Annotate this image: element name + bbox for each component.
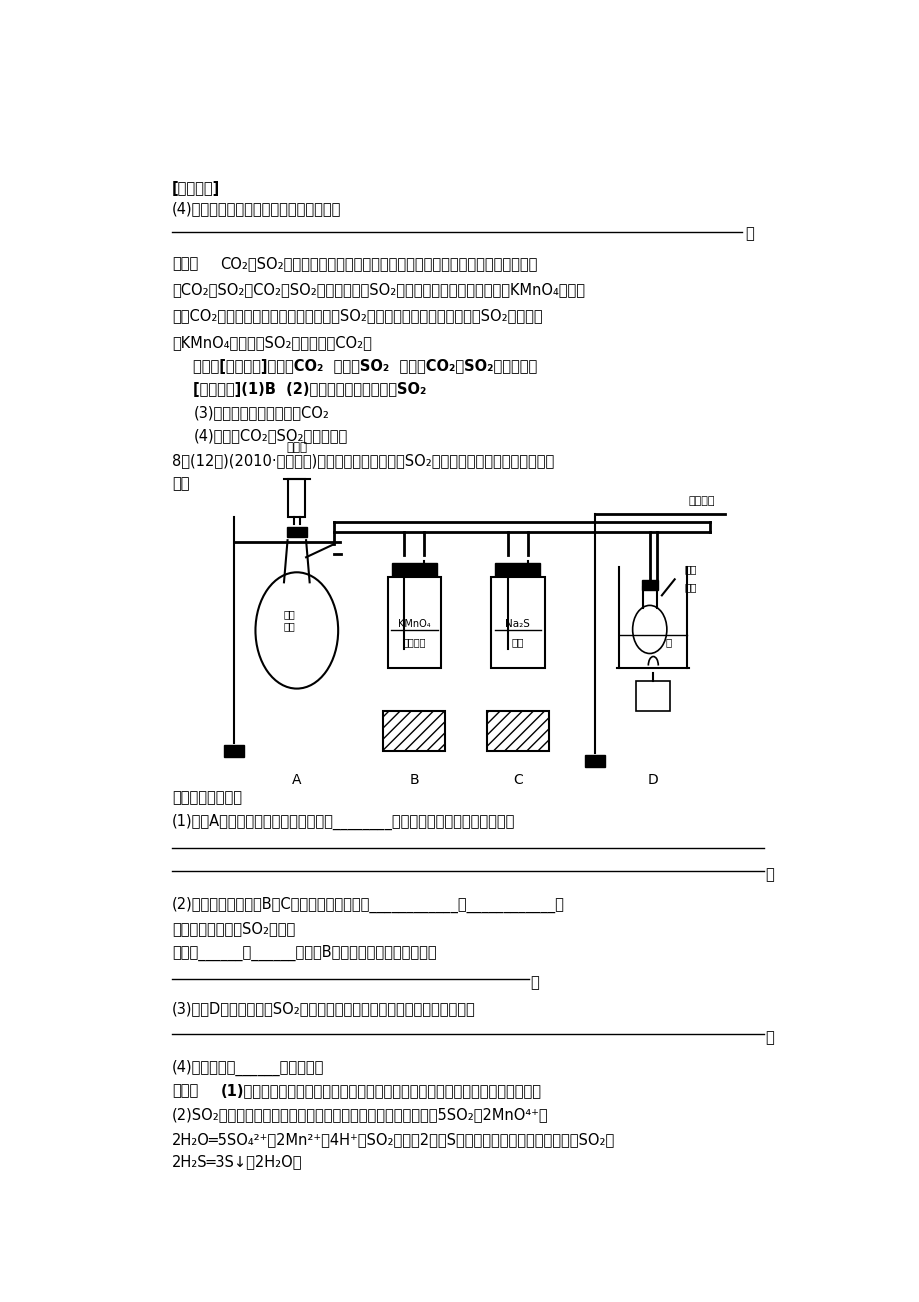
Text: 溶液: 溶液: [511, 638, 524, 647]
Text: 尾气处理: 尾气处理: [687, 496, 714, 506]
Bar: [636, 681, 670, 711]
Bar: [491, 577, 544, 668]
Text: 。: 。: [529, 975, 539, 991]
Text: 8．(12分)(2010·陕西高考)某化学兴趣小组为探究SO₂的性质，按下图所示装置进行实: 8．(12分)(2010·陕西高考)某化学兴趣小组为探究SO₂的性质，按下图所示…: [172, 453, 553, 467]
Text: KMnO₄: KMnO₄: [398, 620, 430, 629]
Text: (2)实验过程中，装置B、C中发生的现象分别是____________、____________，: (2)实验过程中，装置B、C中发生的现象分别是____________、____…: [172, 897, 564, 913]
Text: 答案：[提出猜想]气体为CO₂  气体为SO₂  气体为CO₂和SO₂的混合气体: 答案：[提出猜想]气体为CO₂ 气体为SO₂ 气体为CO₂和SO₂的混合气体: [193, 359, 537, 374]
Text: 性KMnO₄溶液除去SO₂，最后检验CO₂。: 性KMnO₄溶液除去SO₂，最后检验CO₂。: [172, 335, 371, 350]
Text: A: A: [291, 773, 301, 786]
Text: (4)气体为CO₂和SO₂的混合气体: (4)气体为CO₂和SO₂的混合气体: [193, 428, 347, 443]
Text: 浓硫酸: 浓硫酸: [286, 441, 307, 454]
Text: 亚硫
酸钠: 亚硫 酸钠: [283, 609, 295, 631]
Text: (2)SO₂因有还原性，能使酸性高锰酸钾溶液褪色，离子反应为：5SO₂＋2MnO⁴⁺＋: (2)SO₂因有还原性，能使酸性高锰酸钾溶液褪色，离子反应为：5SO₂＋2MnO…: [172, 1108, 548, 1122]
Text: 性质是______和______；装置B中发生反应的离子方程式为: 性质是______和______；装置B中发生反应的离子方程式为: [172, 945, 437, 961]
Text: (4)由上述现象该小组同学得出的结论为：: (4)由上述现象该小组同学得出的结论为：: [172, 202, 341, 216]
Text: (1)装置A中盛放亚硫酸钠的仪器名称是________，其中发生反应的化学方程式为: (1)装置A中盛放亚硫酸钠的仪器名称是________，其中发生反应的化学方程式…: [172, 814, 515, 831]
Text: 化，CO₂则不能。验证猜想时要注意排除SO₂的干扰，可先用品红溶液检验SO₂，再用酸: 化，CO₂则不能。验证猜想时要注意排除SO₂的干扰，可先用品红溶液检验SO₂，再…: [172, 309, 542, 324]
Text: ；: ；: [765, 867, 773, 881]
Bar: [387, 577, 441, 668]
Text: 验。: 验。: [172, 477, 189, 491]
Text: CO₂和SO₂均能使澄清石灰水变浑浊，气体过量时又变澄清。故可猜想该气体: CO₂和SO₂均能使澄清石灰水变浑浊，气体过量时又变澄清。故可猜想该气体: [221, 256, 538, 272]
Text: (4)尾气可采用______溶液吸收。: (4)尾气可采用______溶液吸收。: [172, 1060, 324, 1075]
Bar: [641, 581, 657, 590]
Text: 解析：: 解析：: [172, 1083, 199, 1099]
Text: (3)装置D的目的是探究SO₂与品红作用的可逆性，请写出实验操作及现象: (3)装置D的目的是探究SO₂与品红作用的可逆性，请写出实验操作及现象: [172, 1001, 475, 1017]
Bar: [224, 745, 244, 756]
Text: (3)检验该气体中是否含有CO₂: (3)检验该气体中是否含有CO₂: [193, 405, 329, 419]
Text: 解析：: 解析：: [172, 256, 199, 272]
Text: 这些现象分别说明SO₂具有的: 这些现象分别说明SO₂具有的: [172, 922, 295, 936]
Bar: [584, 755, 604, 767]
Text: Na₂S: Na₂S: [505, 620, 529, 629]
Bar: [391, 562, 437, 575]
Text: [得出结论]: [得出结论]: [172, 181, 220, 197]
Bar: [383, 711, 445, 751]
Text: 水: 水: [665, 638, 672, 647]
Text: 溶液: 溶液: [684, 582, 696, 592]
Text: 。: 。: [744, 227, 754, 241]
Text: 酸性溶液: 酸性溶液: [403, 638, 425, 647]
Text: 请回答下列问题：: 请回答下列问题：: [172, 790, 242, 805]
Text: 2H₂O═5SO₄²⁺＋2Mn²⁺＋4H⁺。SO₂能与－2价的S反应生成硫沉淀，体现氧化性：SO₂＋: 2H₂O═5SO₄²⁺＋2Mn²⁺＋4H⁺。SO₂能与－2价的S反应生成硫沉淀，…: [172, 1131, 615, 1147]
Bar: [287, 527, 306, 538]
Bar: [288, 479, 305, 517]
Bar: [486, 711, 549, 751]
Text: B: B: [409, 773, 419, 786]
Text: [实验探究](1)B  (2)检验该气体中是否含有SO₂: [实验探究](1)B (2)检验该气体中是否含有SO₂: [193, 381, 426, 397]
Text: 为CO₂、SO₂或CO₂和SO₂的混合气体。SO₂能使品红溶液褪色，能被酸性KMnO₄溶液氧: 为CO₂、SO₂或CO₂和SO₂的混合气体。SO₂能使品红溶液褪色，能被酸性KM…: [172, 283, 584, 298]
Text: 品红: 品红: [684, 564, 696, 574]
Text: C: C: [513, 773, 522, 786]
Text: (1)常见烧瓶有：圆底烧瓶、平底烧瓶和蒸馏烧瓶，图示中带支管的为蒸馏烧瓶。: (1)常见烧瓶有：圆底烧瓶、平底烧瓶和蒸馏烧瓶，图示中带支管的为蒸馏烧瓶。: [221, 1083, 541, 1099]
Bar: [494, 562, 539, 575]
Text: 2H₂S═3S↓＋2H₂O。: 2H₂S═3S↓＋2H₂O。: [172, 1154, 302, 1169]
Text: ；: ；: [765, 1030, 773, 1046]
Text: D: D: [647, 773, 658, 786]
